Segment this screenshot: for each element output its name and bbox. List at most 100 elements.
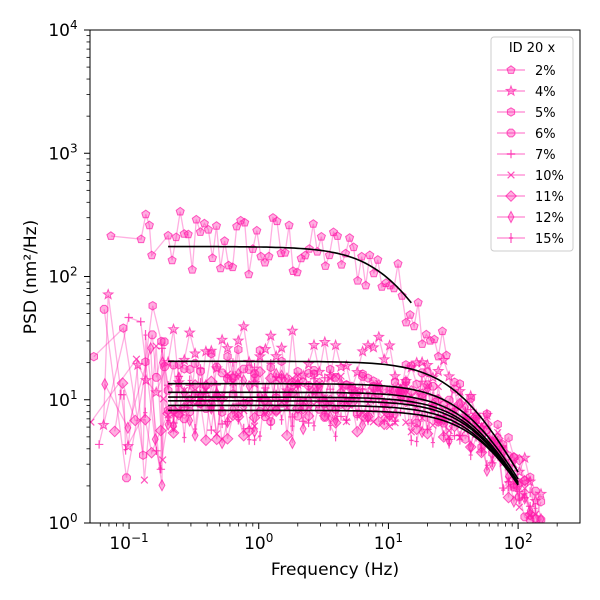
data-point <box>106 231 116 240</box>
data-point <box>152 373 161 382</box>
data-point <box>353 386 362 394</box>
data-point <box>253 365 266 378</box>
legend-item: 7% <box>497 148 556 163</box>
data-point <box>464 389 477 402</box>
data-point <box>534 487 548 500</box>
data-point <box>280 429 293 442</box>
data-point <box>272 216 282 226</box>
data-point <box>293 411 303 421</box>
data-point <box>293 366 302 377</box>
data-point <box>278 369 286 383</box>
data-point <box>199 344 213 357</box>
data-point <box>390 416 400 426</box>
data-point <box>228 262 238 272</box>
data-point <box>292 267 302 277</box>
data-point <box>423 382 432 391</box>
y-axis-label: PSD (nm²/Hz) <box>21 220 41 334</box>
data-point <box>247 434 252 445</box>
data-point <box>353 390 361 404</box>
legend-label: 6% <box>535 127 556 142</box>
data-point <box>472 415 480 429</box>
data-point <box>415 355 429 368</box>
data-point <box>223 351 232 362</box>
data-point <box>290 421 295 432</box>
data-point <box>468 450 473 461</box>
data-point <box>280 247 290 257</box>
data-point <box>299 422 307 436</box>
data-point <box>141 357 150 367</box>
data-point <box>311 420 317 431</box>
data-point <box>123 444 128 455</box>
data-point <box>506 481 511 492</box>
data-point <box>116 377 129 390</box>
data-point <box>288 374 297 383</box>
data-point <box>167 255 177 265</box>
data-point <box>186 413 194 428</box>
data-point <box>356 344 369 357</box>
data-point <box>536 497 546 507</box>
data-point <box>124 421 132 435</box>
fit-curve <box>168 382 519 480</box>
data-point <box>515 503 524 511</box>
data-point <box>248 411 261 424</box>
data-point <box>169 360 178 370</box>
data-point <box>268 419 273 430</box>
data-point <box>207 348 216 359</box>
data-point <box>145 446 158 459</box>
data-point <box>293 372 302 380</box>
data-point <box>183 326 196 338</box>
data-point <box>121 389 127 400</box>
fit-curve <box>168 396 519 484</box>
data-point <box>99 304 109 314</box>
data-point <box>90 351 98 362</box>
data-point <box>351 425 364 438</box>
data-point <box>372 415 385 428</box>
data-point <box>507 171 515 179</box>
data-point <box>207 425 216 435</box>
data-point <box>409 321 419 331</box>
legend-label: 4% <box>535 85 556 100</box>
data-point <box>286 324 299 337</box>
x-tick-label: 102 <box>503 531 532 554</box>
data-point <box>529 494 542 507</box>
data-point <box>182 432 187 443</box>
data-point <box>163 380 173 390</box>
data-point <box>263 384 268 395</box>
data-point <box>136 317 145 326</box>
data-point <box>288 412 297 422</box>
data-point <box>484 460 490 471</box>
data-point <box>425 335 435 345</box>
x-tick-label: 100 <box>244 531 273 554</box>
data-point <box>326 364 335 375</box>
data-point <box>361 280 371 290</box>
legend-label: 7% <box>535 148 556 163</box>
data-point <box>423 425 432 434</box>
data-point <box>150 385 163 398</box>
data-point <box>203 224 213 234</box>
data-point <box>419 411 425 422</box>
data-point <box>122 473 131 483</box>
data-point <box>118 389 123 400</box>
data-point <box>205 344 218 357</box>
data-point <box>272 367 280 381</box>
data-point <box>252 225 262 235</box>
data-point <box>144 220 154 230</box>
data-point <box>505 190 518 203</box>
data-point <box>159 395 168 403</box>
data-point <box>255 345 265 356</box>
data-point <box>178 353 191 366</box>
data-point <box>507 210 515 224</box>
data-point <box>318 335 331 348</box>
data-point <box>196 364 205 373</box>
data-point <box>334 360 348 373</box>
legend-item: 11% <box>497 190 564 205</box>
data-point <box>309 374 319 383</box>
data-point <box>158 456 167 464</box>
data-point <box>329 338 342 351</box>
data-point <box>493 428 502 437</box>
data-point <box>218 436 226 450</box>
data-point <box>421 358 434 371</box>
data-point <box>430 437 435 448</box>
data-point <box>517 494 522 505</box>
data-point <box>501 485 506 496</box>
